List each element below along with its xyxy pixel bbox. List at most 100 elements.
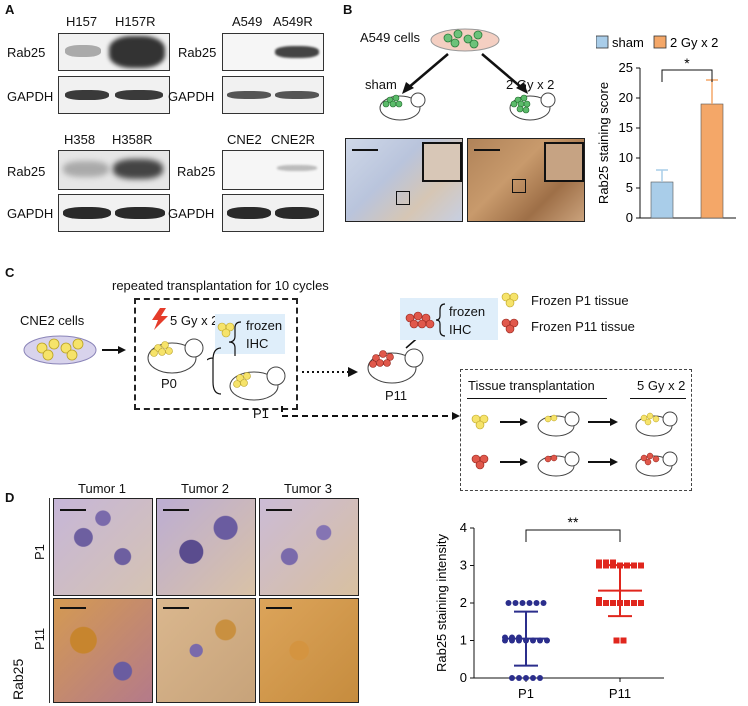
panel-d-letter: D xyxy=(5,490,15,505)
p0-label: P0 xyxy=(161,376,177,391)
y-axis-label: Rab25 staining intensity xyxy=(434,533,449,672)
point-p11 xyxy=(603,559,609,566)
a549-cells-label: A549 cells xyxy=(360,30,420,45)
significance-stars: ** xyxy=(568,514,579,530)
row-p11-label: P11 xyxy=(32,627,47,650)
blot-h358r-label: H358R xyxy=(112,132,153,147)
blot-h157-gapdh xyxy=(58,76,170,114)
panel-c-letter: C xyxy=(5,265,15,280)
mouse-icon-irradiated xyxy=(509,92,556,121)
y-tick-label: 25 xyxy=(619,60,633,75)
ihc-tumor1-p11 xyxy=(53,598,153,703)
point-p1 xyxy=(519,600,526,606)
legend-swatch-1 xyxy=(653,35,667,49)
lightning-icon xyxy=(152,308,168,330)
tumor-1-label: Tumor 1 xyxy=(78,481,126,496)
b-schematic xyxy=(379,28,556,121)
bar-0 xyxy=(650,181,674,219)
x-tick-label: P1 xyxy=(518,686,534,701)
significance-star: * xyxy=(684,55,690,71)
point-p11 xyxy=(631,562,637,569)
rab25-row-label-4: Rab25 xyxy=(177,164,216,179)
bar-1 xyxy=(700,103,724,219)
rab25-row-label-2: Rab25 xyxy=(178,45,217,60)
point-p1 xyxy=(526,600,533,606)
ihc-image-irradiated xyxy=(467,138,585,222)
point-p11 xyxy=(624,600,630,606)
mouse-icon-p0 xyxy=(147,338,204,374)
x-tick-label: P11 xyxy=(609,686,631,701)
blot-h157-label: H157 xyxy=(66,14,98,29)
point-p11 xyxy=(620,637,627,644)
legend-label-1: 2 Gy x 2 xyxy=(670,35,718,50)
ihc-tumor1-p1 xyxy=(53,498,153,596)
point-p11 xyxy=(638,562,644,569)
legend-label-0: sham xyxy=(612,35,644,50)
ihc-label-1: IHC xyxy=(246,336,269,351)
legend-swatch-0 xyxy=(596,35,609,49)
blot-cne2r-label: CNE2R xyxy=(271,132,316,147)
tissue-icon-p11-box xyxy=(405,311,435,329)
y-tick-label: 0 xyxy=(460,670,467,685)
blot-a549-gapdh xyxy=(222,76,324,114)
blot-cne2-label: CNE2 xyxy=(227,132,262,147)
bracket-1 xyxy=(207,321,242,395)
sham-label: sham xyxy=(365,77,397,92)
rab25-side-label: Rab25 xyxy=(10,658,26,700)
dashed-connector xyxy=(281,406,460,420)
blot-h358-label: H358 xyxy=(64,132,96,147)
significance-bracket xyxy=(525,529,621,542)
blot-h358-gapdh xyxy=(58,194,170,232)
p11-label-c: P11 xyxy=(385,388,408,403)
y-tick-label: 10 xyxy=(619,150,633,165)
c-dish-icon xyxy=(23,335,126,365)
gapdh-row-label-4: GAPDH xyxy=(168,206,215,221)
blot-a549-rab25 xyxy=(222,33,324,71)
irradiation-label: 2 Gy x 2 xyxy=(506,77,555,92)
ihc-label-2: IHC xyxy=(449,322,472,337)
panel-b-letter: B xyxy=(343,2,353,17)
point-p11 xyxy=(610,559,616,566)
ihc-tumor2-p1 xyxy=(156,498,256,596)
p1-label-c: P1 xyxy=(253,406,269,421)
point-p1 xyxy=(533,600,540,606)
y-tick-label: 4 xyxy=(460,520,467,535)
point-p1 xyxy=(512,600,519,606)
legend-p1-label: Frozen P1 tissue xyxy=(531,293,629,308)
dose-label-c: 5 Gy x 2 xyxy=(170,313,219,328)
legend-icon-p1-tissue xyxy=(501,292,519,308)
significance-bracket xyxy=(661,69,713,82)
blot-a549-label: A549 xyxy=(232,14,263,29)
legend-p11-label: Frozen P11 tissue xyxy=(531,319,635,334)
rab25-row-label-3: Rab25 xyxy=(7,164,46,179)
dotted-arrow xyxy=(302,367,358,377)
gapdh-row-label-3: GAPDH xyxy=(7,206,54,221)
y-tick-label: 15 xyxy=(619,120,633,135)
tumor-3-label: Tumor 3 xyxy=(284,481,332,496)
point-p11 xyxy=(596,597,602,603)
y-tick-label: 2 xyxy=(460,595,467,610)
point-p1 xyxy=(516,675,522,681)
blot-h157r-label: H157R xyxy=(115,14,156,29)
y-axis-label: Rab25 staining score xyxy=(596,82,611,204)
y-tick-label: 1 xyxy=(460,633,467,648)
point-p11 xyxy=(610,600,616,606)
scatter-chart-d: 0 1 2 3 4 Rab25 staining intensity P1 P11 ** xyxy=(434,514,664,701)
legend-icon-p11-tissue xyxy=(501,318,519,334)
repeat-box xyxy=(134,298,298,410)
point-p11 xyxy=(603,600,609,606)
dose2-label: 5 Gy x 2 xyxy=(637,378,686,393)
tissue-transplantation-label: Tissue transplantation xyxy=(468,378,595,393)
mouse-icon-p1 xyxy=(229,366,286,401)
blot-cne2-gapdh xyxy=(222,194,324,232)
transplant-flow xyxy=(471,411,678,477)
y-tick-label: 5 xyxy=(626,180,633,195)
rab25-row-label: Rab25 xyxy=(7,45,46,60)
y-tick-label: 3 xyxy=(460,558,467,573)
point-p11 xyxy=(638,600,644,606)
mouse-icon-sham xyxy=(379,92,426,121)
point-p1 xyxy=(505,600,512,606)
ihc-image-sham xyxy=(345,138,463,222)
cne2-cells-label: CNE2 cells xyxy=(20,313,85,328)
repeat-label: repeated transplantation for 10 cycles xyxy=(112,278,329,293)
